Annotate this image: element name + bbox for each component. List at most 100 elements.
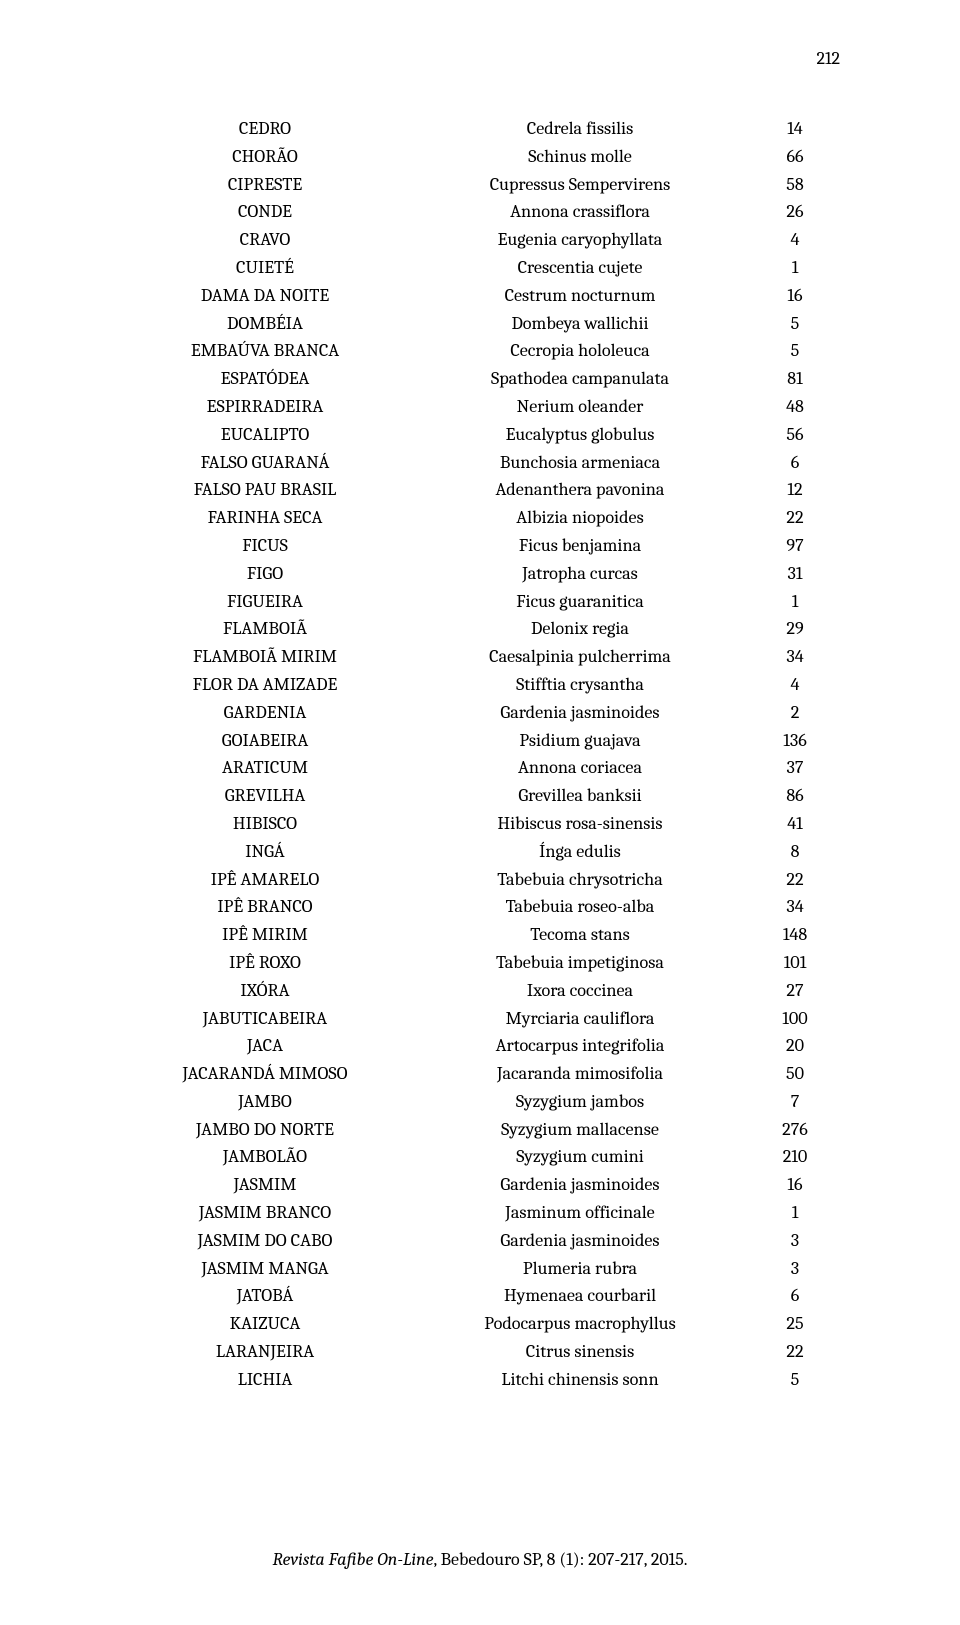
scientific-name: Eugenia caryophyllata [415, 226, 745, 254]
footer-citation: Revista Fafibe On-Line, Bebedouro SP, 8 … [0, 1549, 960, 1570]
table-row: IPÊ ROXOTabebuia impetiginosa101 [115, 949, 845, 977]
scientific-name: Litchi chinensis sonn [415, 1366, 745, 1394]
scientific-name: Syzygium jambos [415, 1088, 745, 1116]
common-name: IPÊ ROXO [115, 949, 415, 977]
common-name: KAIZUCA [115, 1310, 415, 1338]
count-value: 37 [745, 754, 845, 782]
table-row: LICHIALitchi chinensis sonn5 [115, 1366, 845, 1394]
scientific-name: Gardenia jasminoides [415, 699, 745, 727]
common-name: CHORÃO [115, 143, 415, 171]
count-value: 29 [745, 615, 845, 643]
scientific-name: Cestrum nocturnum [415, 282, 745, 310]
footer-journal: Revista Fafibe On-Line [273, 1549, 434, 1570]
common-name: CONDE [115, 198, 415, 226]
common-name: CUIETÉ [115, 254, 415, 282]
table-row: JASMIM MANGAPlumeria rubra3 [115, 1255, 845, 1283]
count-value: 100 [745, 1005, 845, 1033]
scientific-name: Jasminum officinale [415, 1199, 745, 1227]
table-row: JASMIMGardenia jasminoides16 [115, 1171, 845, 1199]
species-table: CEDROCedrela fissilis14CHORÃOSchinus mol… [115, 115, 845, 1394]
scientific-name: Tabebuia chrysotricha [415, 866, 745, 894]
count-value: 148 [745, 921, 845, 949]
common-name: IPÊ MIRIM [115, 921, 415, 949]
count-value: 276 [745, 1116, 845, 1144]
table-row: JABUTICABEIRAMyrciaria cauliflora100 [115, 1005, 845, 1033]
count-value: 22 [745, 504, 845, 532]
scientific-name: Syzygium mallacense [415, 1116, 745, 1144]
scientific-name: Delonix regia [415, 615, 745, 643]
common-name: JAMBO [115, 1088, 415, 1116]
table-row: EUCALIPTOEucalyptus globulus56 [115, 421, 845, 449]
scientific-name: Caesalpinia pulcherrima [415, 643, 745, 671]
scientific-name: Ínga edulis [415, 838, 745, 866]
common-name: IPÊ BRANCO [115, 893, 415, 921]
scientific-name: Dombeya wallichii [415, 310, 745, 338]
table-row: ARATICUMAnnona coriacea37 [115, 754, 845, 782]
count-value: 136 [745, 727, 845, 755]
table-row: EMBAÚVA BRANCACecropia hololeuca5 [115, 337, 845, 365]
count-value: 7 [745, 1088, 845, 1116]
count-value: 12 [745, 476, 845, 504]
table-row: JATOBÁHymenaea courbaril6 [115, 1282, 845, 1310]
scientific-name: Tabebuia impetiginosa [415, 949, 745, 977]
scientific-name: Cedrela fissilis [415, 115, 745, 143]
common-name: FLOR DA AMIZADE [115, 671, 415, 699]
common-name: JAMBO DO NORTE [115, 1116, 415, 1144]
scientific-name: Podocarpus macrophyllus [415, 1310, 745, 1338]
common-name: IXÓRA [115, 977, 415, 1005]
count-value: 16 [745, 1171, 845, 1199]
scientific-name: Myrciaria cauliflora [415, 1005, 745, 1033]
scientific-name: Nerium oleander [415, 393, 745, 421]
count-value: 27 [745, 977, 845, 1005]
table-row: CHORÃOSchinus molle66 [115, 143, 845, 171]
scientific-name: Crescentia cujete [415, 254, 745, 282]
table-row: HIBISCOHibiscus rosa-sinensis41 [115, 810, 845, 838]
table-row: GOIABEIRAPsidium guajava136 [115, 727, 845, 755]
scientific-name: Syzygium cumini [415, 1143, 745, 1171]
scientific-name: Adenanthera pavonina [415, 476, 745, 504]
count-value: 22 [745, 1338, 845, 1366]
scientific-name: Eucalyptus globulus [415, 421, 745, 449]
count-value: 41 [745, 810, 845, 838]
footer-rest: , Bebedouro SP, 8 (1): 207-217, 2015. [434, 1549, 688, 1570]
scientific-name: Gardenia jasminoides [415, 1171, 745, 1199]
common-name: JASMIM [115, 1171, 415, 1199]
table-row: JASMIM DO CABOGardenia jasminoides3 [115, 1227, 845, 1255]
common-name: FALSO GUARANÁ [115, 449, 415, 477]
common-name: DAMA DA NOITE [115, 282, 415, 310]
scientific-name: Annona coriacea [415, 754, 745, 782]
table-row: IPÊ AMARELOTabebuia chrysotricha22 [115, 866, 845, 894]
scientific-name: Gardenia jasminoides [415, 1227, 745, 1255]
scientific-name: Tabebuia roseo-alba [415, 893, 745, 921]
count-value: 101 [745, 949, 845, 977]
table-row: ESPIRRADEIRANerium oleander48 [115, 393, 845, 421]
scientific-name: Albizia niopoides [415, 504, 745, 532]
common-name: JACA [115, 1032, 415, 1060]
table-row: INGÁÍnga edulis8 [115, 838, 845, 866]
table-row: IPÊ BRANCOTabebuia roseo-alba34 [115, 893, 845, 921]
table-row: JASMIM BRANCOJasminum officinale1 [115, 1199, 845, 1227]
common-name: LARANJEIRA [115, 1338, 415, 1366]
table-row: CRAVOEugenia caryophyllata4 [115, 226, 845, 254]
common-name: JASMIM BRANCO [115, 1199, 415, 1227]
count-value: 16 [745, 282, 845, 310]
table-row: CUIETÉCrescentia cujete1 [115, 254, 845, 282]
table-row: CIPRESTECupressus Sempervirens58 [115, 171, 845, 199]
table-row: ESPATÓDEASpathodea campanulata81 [115, 365, 845, 393]
table-row: CEDROCedrela fissilis14 [115, 115, 845, 143]
count-value: 22 [745, 866, 845, 894]
common-name: ESPIRRADEIRA [115, 393, 415, 421]
common-name: GARDENIA [115, 699, 415, 727]
count-value: 34 [745, 643, 845, 671]
common-name: ESPATÓDEA [115, 365, 415, 393]
count-value: 5 [745, 337, 845, 365]
scientific-name: Plumeria rubra [415, 1255, 745, 1283]
count-value: 5 [745, 310, 845, 338]
table-row: IXÓRAIxora coccinea27 [115, 977, 845, 1005]
common-name: GOIABEIRA [115, 727, 415, 755]
table-row: GREVILHAGrevillea banksii86 [115, 782, 845, 810]
table-row: JAMBOLÃOSyzygium cumini210 [115, 1143, 845, 1171]
scientific-name: Grevillea banksii [415, 782, 745, 810]
count-value: 58 [745, 171, 845, 199]
count-value: 48 [745, 393, 845, 421]
